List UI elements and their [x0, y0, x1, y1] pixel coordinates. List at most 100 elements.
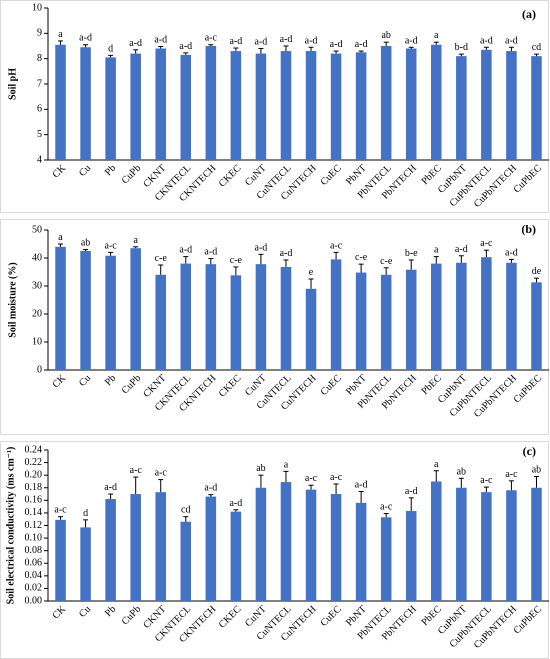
bar-cunt [255, 264, 267, 370]
bar-cuec [330, 494, 342, 601]
bar-cunt [255, 53, 267, 160]
bar-ckec [230, 511, 242, 601]
bar-cunt [255, 487, 267, 601]
bar-cupbec [531, 56, 542, 161]
bar-cupb [130, 494, 141, 601]
y-tick-label: 0.10 [25, 532, 43, 543]
y-tick-label: 9 [37, 28, 42, 39]
significance-letter: a-c [480, 475, 493, 486]
y-tick-label: 5 [37, 129, 42, 140]
significance-letter: a-c [505, 469, 518, 480]
significance-letter: a-d [204, 483, 217, 494]
bar-cupbntecl [481, 257, 492, 370]
x-tick-label: Pb [103, 373, 118, 388]
significance-letter: ab [532, 464, 541, 475]
significance-letter: a-d [229, 498, 242, 509]
panel-label: (b) [521, 222, 536, 236]
significance-letter: c-e [230, 255, 243, 266]
significance-letter: a-d [204, 247, 217, 258]
bar-cuec [330, 53, 342, 160]
bar-cupbntech [506, 51, 517, 160]
bar-ck [55, 44, 66, 160]
bar-cupbec [531, 487, 542, 601]
significance-letter: a-d [455, 244, 468, 255]
y-tick-label: 20 [32, 308, 42, 319]
significance-letter: a-d [255, 37, 268, 48]
bar-cu [80, 47, 91, 161]
x-tick-label: Cu [77, 604, 93, 620]
x-tick-label: CuPb [120, 163, 144, 187]
bar-cuntech [305, 51, 317, 160]
y-tick-label: 0.08 [25, 545, 43, 556]
significance-letter: a [284, 459, 289, 470]
bar-cknt [155, 274, 166, 370]
bar-cupbntecl [481, 49, 492, 160]
significance-letter: a-c [155, 468, 168, 479]
bar-pbnt [355, 52, 367, 161]
significance-letter: c-e [355, 252, 368, 263]
significance-letter: a-d [79, 33, 92, 44]
significance-letter: a-d [355, 39, 368, 50]
y-tick-label: 0.06 [25, 558, 43, 569]
bar-cu [80, 251, 91, 370]
significance-letter: ab [81, 238, 90, 249]
bar-pbec [431, 263, 442, 370]
x-tick-label: CK [51, 162, 69, 180]
panel-frame [0, 219, 549, 435]
significance-letter: a-d [505, 35, 518, 46]
y-tick-label: 0.12 [25, 520, 43, 531]
bar-cupb [130, 248, 141, 370]
bar-cuntech [305, 489, 317, 601]
y-tick-label: 8 [37, 53, 42, 64]
y-tick-label: 4 [37, 154, 42, 165]
significance-letter: ab [457, 466, 466, 477]
significance-letter: ab [381, 30, 390, 41]
significance-letter: a-c [105, 240, 118, 251]
bar-cuec [330, 259, 342, 370]
bar-pbec [431, 481, 442, 601]
bar-cuntecl [280, 482, 292, 601]
y-tick-label: 10 [32, 2, 42, 13]
bar-cupbntecl [481, 492, 492, 601]
bar-ck [55, 519, 66, 601]
significance-letter: a-d [355, 480, 368, 491]
y-tick-label: 0.22 [25, 457, 43, 468]
x-tick-label: CK [51, 603, 69, 621]
y-tick-label: 0.24 [25, 444, 43, 455]
significance-letter: a-d [505, 247, 518, 258]
y-tick-label: 10 [32, 336, 42, 347]
y-axis-label: Soil electrical conductivity (ms cm⁻¹) [6, 447, 17, 605]
significance-letter: e [309, 267, 314, 278]
bar-pb [105, 255, 116, 370]
bar-ckntecl [180, 263, 192, 370]
significance-letter: b-e [405, 248, 418, 259]
significance-letter: a-d [280, 34, 293, 45]
significance-letter: a-c [480, 238, 493, 249]
bar-pbntecl [380, 274, 392, 370]
y-tick-label: 40 [32, 252, 42, 263]
y-tick-label: 0.04 [25, 570, 43, 581]
significance-letter: a-d [229, 36, 242, 47]
x-tick-label: CKEC [217, 604, 244, 631]
bar-cupb [130, 53, 141, 160]
y-axis-label: Soil moisture (%) [8, 262, 19, 337]
significance-letter: a-c [205, 33, 218, 44]
significance-letter: a-c [305, 473, 318, 484]
bar-ck [55, 246, 66, 370]
significance-letter: a [434, 30, 439, 41]
x-tick-label: Cu [77, 163, 93, 179]
bar-cu [80, 527, 91, 601]
bar-ckntecl [180, 521, 192, 601]
x-tick-label: CuPb [120, 604, 144, 628]
significance-letter: a [133, 235, 138, 246]
bar-pb [105, 499, 116, 601]
bar-cuntecl [280, 266, 292, 370]
significance-letter: ab [256, 463, 265, 474]
bar-pb [105, 57, 116, 160]
significance-letter: d [108, 43, 113, 54]
significance-letter: a-d [480, 35, 493, 46]
y-tick-label: 0.18 [25, 482, 43, 493]
x-tick-label: CKEC [217, 163, 244, 190]
x-tick-label: CuPbEC [512, 604, 545, 637]
x-tick-label: Pb [103, 163, 118, 178]
